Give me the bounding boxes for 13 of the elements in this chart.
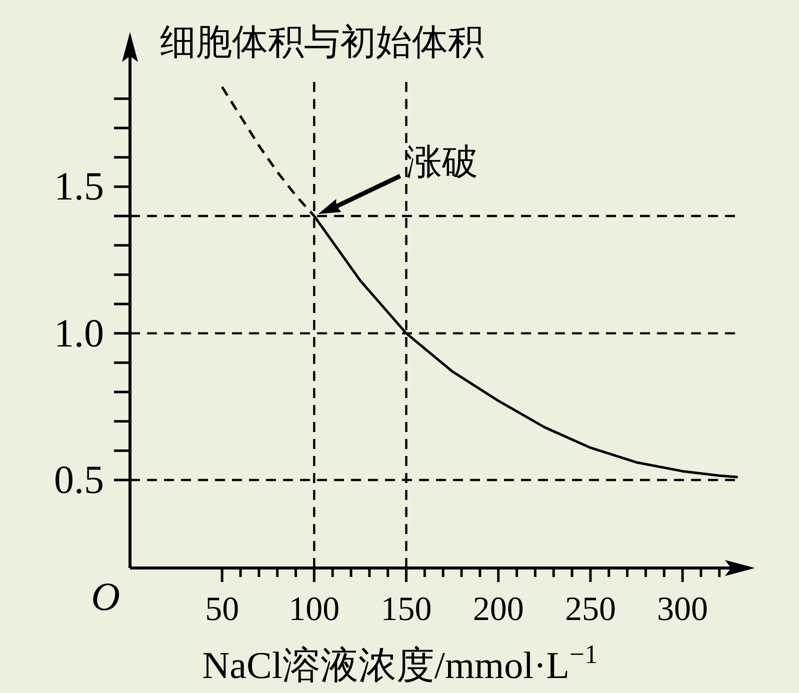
x-tick-label: 300 [657,591,708,628]
x-tick-label: 100 [288,591,340,628]
x-tick-label: 50 [205,591,240,628]
x-tick-label: 200 [472,591,524,628]
y-tick-label: 1.0 [54,310,104,356]
y-axis-title: 细胞体积与初始体积 [160,22,484,63]
x-axis-title: NaCl溶液浓度/mmol·L$^{−1}$ [202,639,598,687]
x-tick-label: 250 [564,591,616,628]
text: O [91,574,120,619]
x-tick-label: 150 [380,591,432,628]
y-tick-label: 1.5 [54,164,104,209]
y-tick-label: 0.5 [54,457,104,502]
annotation: 涨破 [406,142,478,183]
